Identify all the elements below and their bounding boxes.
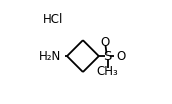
Text: O: O	[116, 50, 126, 63]
Text: CH₃: CH₃	[97, 65, 119, 78]
Text: S: S	[103, 50, 112, 63]
Text: H₂N: H₂N	[39, 50, 61, 63]
Text: O: O	[100, 36, 110, 49]
Text: HCl: HCl	[43, 13, 63, 26]
